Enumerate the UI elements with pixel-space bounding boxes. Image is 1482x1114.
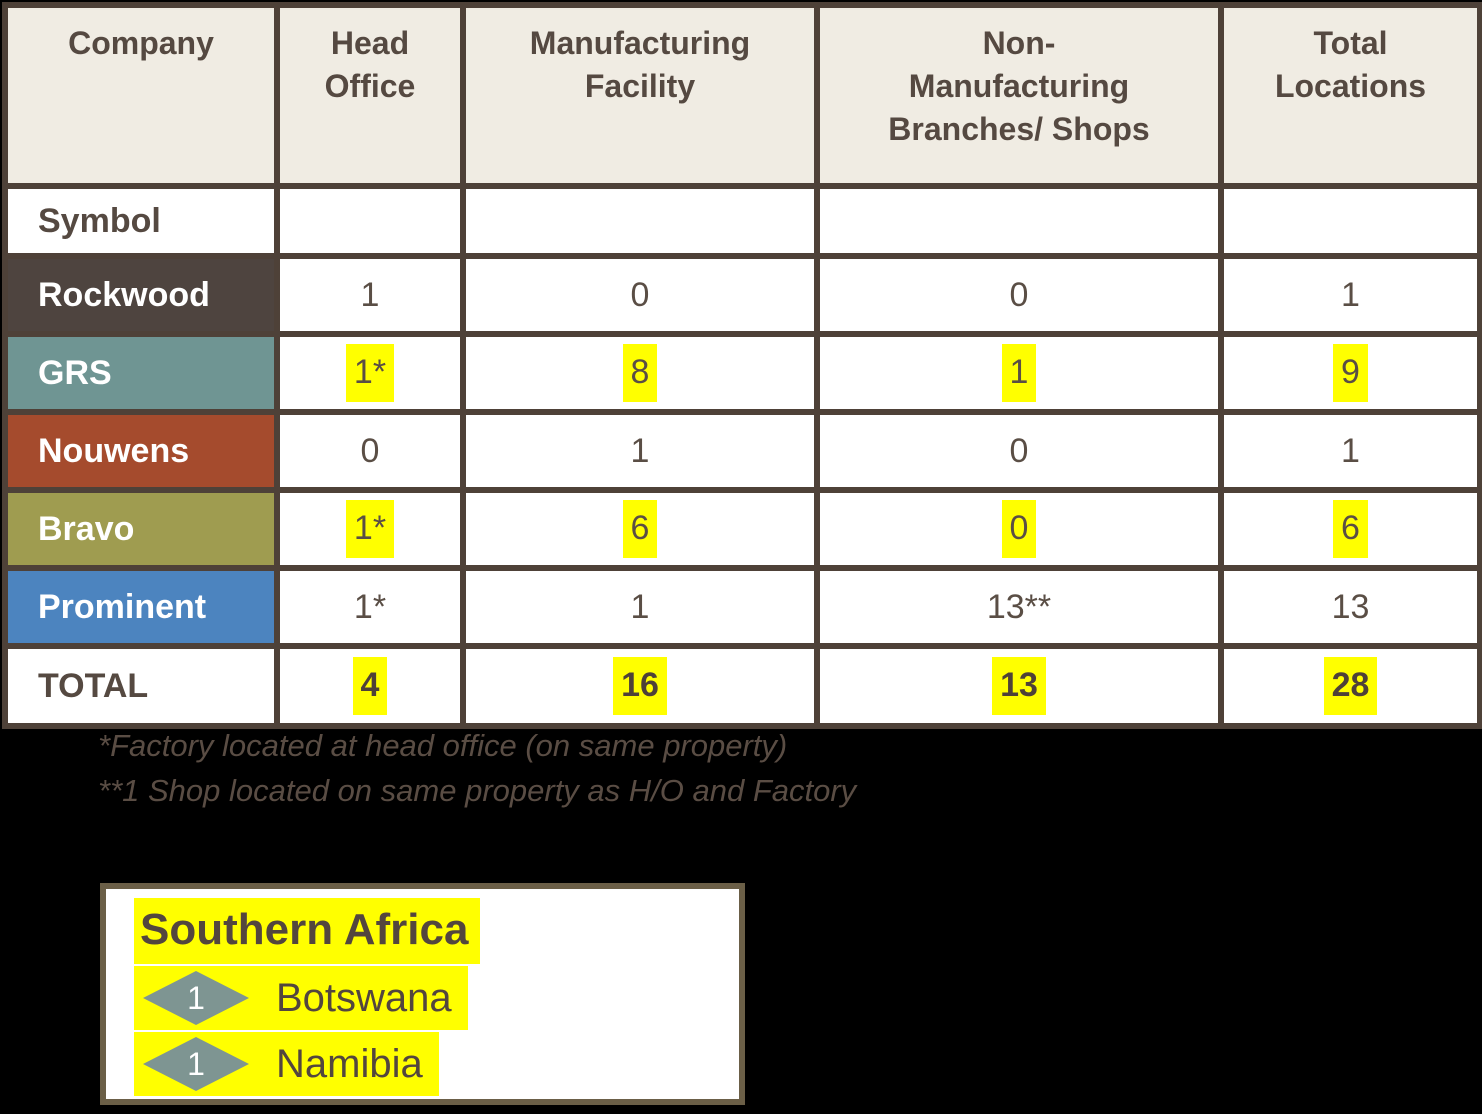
cell-value: 1 <box>814 331 1224 415</box>
cell-value: 28 <box>1218 643 1482 729</box>
company-label-prominent: Prominent <box>2 565 280 649</box>
legend-item-namibia: 1 Namibia <box>134 1032 439 1096</box>
highlighted-value: 9 <box>1333 344 1368 402</box>
total-row-label: TOTAL <box>2 643 280 729</box>
highlighted-value: 28 <box>1323 657 1378 715</box>
symbol-cell-head-office <box>274 183 466 259</box>
highlighted-value: 13 <box>992 657 1046 715</box>
cell-value: 13 <box>1218 565 1482 649</box>
footnote-shop: **1 Shop located on same property as H/O… <box>98 772 857 808</box>
highlighted-value: 8 <box>622 344 658 402</box>
cell-value: 8 <box>460 331 820 415</box>
table-row-grs: GRS 1* 8 1 9 <box>2 331 1482 415</box>
footnotes: *Factory located at head office (on same… <box>98 724 856 814</box>
col-header-head-office: Head Office <box>274 2 466 189</box>
diamond-marker-icon: 1 <box>143 1037 249 1091</box>
symbol-row-label: Symbol <box>2 183 280 259</box>
locations-table: Company Head Office Manufacturing Facili… <box>2 2 1482 729</box>
cell-value: 6 <box>460 487 820 571</box>
locations-table-wrapper: Company Head Office Manufacturing Facili… <box>2 2 1482 729</box>
diamond-count: 1 <box>187 1046 205 1082</box>
table-row-prominent: Prominent 1* 1 13** 13 <box>2 565 1482 649</box>
company-label-grs: GRS <box>2 331 280 415</box>
symbol-row: Symbol <box>2 183 1482 259</box>
table-row-nouwens: Nouwens 0 1 0 1 <box>2 409 1482 493</box>
symbol-cell-total <box>1218 183 1482 259</box>
highlighted-value: 6 <box>1333 500 1368 558</box>
legend-label: Botswana <box>276 976 452 1020</box>
cell-value: 13 <box>814 643 1224 729</box>
highlighted-value: 0 <box>1001 500 1037 558</box>
cell-value: 1 <box>1218 409 1482 493</box>
diamond-marker-icon: 1 <box>143 971 249 1025</box>
cell-value: 0 <box>814 487 1224 571</box>
cell-value: 1 <box>274 253 466 337</box>
col-header-non-manufacturing: Non- Manufacturing Branches/ Shops <box>814 2 1224 189</box>
company-label-bravo: Bravo <box>2 487 280 571</box>
highlighted-value: 16 <box>613 657 667 715</box>
cell-value: 16 <box>460 643 820 729</box>
highlighted-value: 1 <box>1001 344 1037 402</box>
legend-label: Namibia <box>276 1042 423 1086</box>
legend-item-botswana: 1 Botswana <box>134 966 468 1030</box>
highlighted-value: 1* <box>345 344 395 402</box>
cell-value: 1* <box>274 565 466 649</box>
diamond-count: 1 <box>187 980 205 1016</box>
company-label-rockwood: Rockwood <box>2 253 280 337</box>
legend-box: Southern Africa 1 Botswana 1 Namibia <box>100 883 745 1105</box>
cell-value: 6 <box>1218 487 1482 571</box>
highlighted-value: 4 <box>352 657 388 715</box>
highlighted-value: 1* <box>345 500 395 558</box>
col-header-manufacturing-facility: Manufacturing Facility <box>460 2 820 189</box>
cell-value: 0 <box>460 253 820 337</box>
cell-value: 1* <box>274 331 466 415</box>
legend-title: Southern Africa <box>134 898 481 964</box>
table-row-bravo: Bravo 1* 6 0 6 <box>2 487 1482 571</box>
cell-value: 0 <box>274 409 466 493</box>
cell-value: 1 <box>1218 253 1482 337</box>
cell-value: 13** <box>814 565 1224 649</box>
cell-value: 4 <box>274 643 466 729</box>
cell-value: 1* <box>274 487 466 571</box>
symbol-cell-non-manufacturing <box>814 183 1224 259</box>
cell-value: 0 <box>814 253 1224 337</box>
symbol-cell-manufacturing <box>460 183 820 259</box>
cell-value: 9 <box>1218 331 1482 415</box>
cell-value: 1 <box>460 565 820 649</box>
table-row-total: TOTAL 4 16 13 28 <box>2 643 1482 729</box>
header-row: Company Head Office Manufacturing Facili… <box>2 2 1482 189</box>
cell-value: 1 <box>460 409 820 493</box>
company-label-nouwens: Nouwens <box>2 409 280 493</box>
col-header-company: Company <box>2 2 280 189</box>
cell-value: 0 <box>814 409 1224 493</box>
table-row-rockwood: Rockwood 1 0 0 1 <box>2 253 1482 337</box>
highlighted-value: 6 <box>622 500 658 558</box>
footnote-factory: *Factory located at head office (on same… <box>98 728 788 763</box>
col-header-total-locations: Total Locations <box>1218 2 1482 189</box>
